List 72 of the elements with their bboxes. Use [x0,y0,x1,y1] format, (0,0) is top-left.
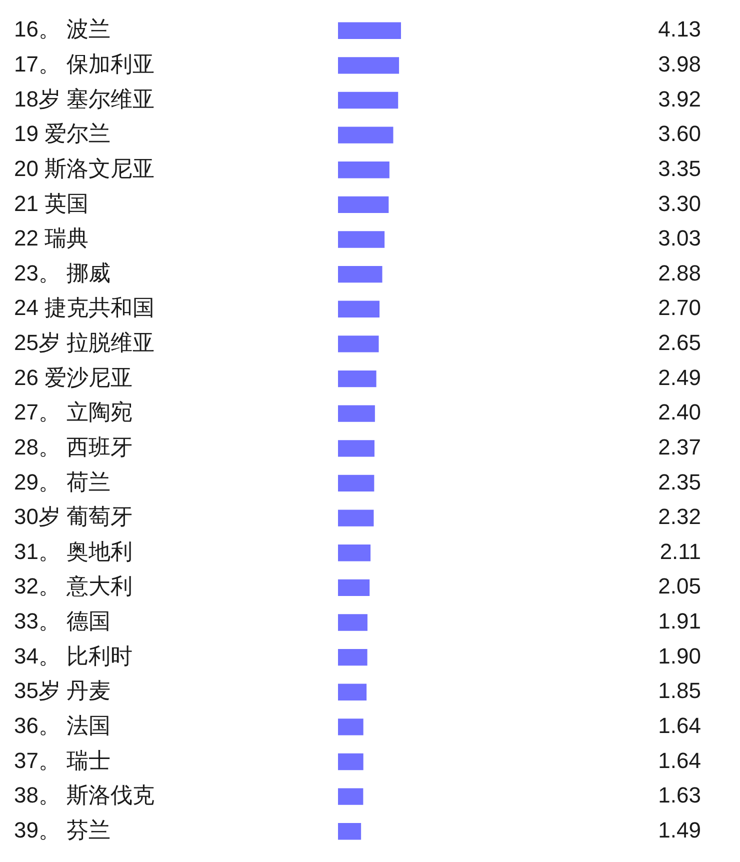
y-tick-label: 33。 德国 [14,608,111,634]
data-label: 1.63 [658,782,701,808]
y-tick-label: 32。 意大利 [14,574,133,599]
data-label: 2.40 [658,400,701,425]
data-label: 1.85 [658,678,701,704]
bar [338,684,367,700]
bar [338,474,374,492]
data-label: 1.49 [658,817,701,842]
bar [338,510,374,526]
bar [338,753,364,770]
y-tick-label: 23。 挪威 [14,260,111,286]
y-tick-label: 18岁 塞尔维亚 [14,86,155,112]
data-label: 2.11 [660,538,701,564]
bar [338,231,385,248]
y-tick-label: 35岁 丹麦 [14,678,111,704]
bar [338,126,394,144]
y-tick-label: 26 爱沙尼亚 [14,364,133,390]
bar [338,823,362,840]
bar [338,544,371,562]
bar [338,196,389,214]
y-tick-label: 17。 保加利亚 [14,51,155,76]
data-label: 1.64 [658,713,701,738]
data-label: 3.92 [658,86,701,112]
data-label: 1.90 [658,643,701,668]
bar [338,162,390,178]
data-label: 2.65 [658,330,701,356]
data-label: 3.60 [658,121,701,146]
y-tick-label: 37。 瑞士 [14,748,111,773]
y-tick-label: 31。 奥地利 [14,538,133,564]
y-tick-label: 16。 波兰 [14,16,111,42]
bar [338,718,364,736]
data-label: 2.35 [658,469,701,494]
bar [338,788,364,805]
data-label: 2.32 [658,504,701,530]
bar [338,440,374,457]
y-tick-label: 20 斯洛文尼亚 [14,156,155,181]
data-label: 2.70 [658,295,701,320]
data-label: 3.03 [658,226,701,251]
y-tick-label: 34。 比利时 [14,643,133,668]
bar [338,370,376,388]
y-tick-label: 28。 西班牙 [14,434,133,460]
data-label: 2.05 [658,574,701,599]
data-label: 1.91 [658,608,701,634]
bar [338,300,380,318]
data-label: 2.37 [658,434,701,460]
bar [338,648,368,666]
bar [338,22,401,39]
y-tick-label: 19 爱尔兰 [14,121,111,146]
bar [338,579,370,596]
data-label: 3.98 [658,51,701,76]
bar [338,57,400,74]
y-tick-label: 25岁 拉脱维亚 [14,330,155,356]
bar [338,92,398,109]
y-tick-label: 22 瑞典 [14,226,89,251]
y-tick-label: 27。 立陶宛 [14,400,133,425]
data-label: 4.13 [658,16,701,42]
bar [338,405,375,422]
data-label: 3.30 [658,190,701,216]
bar [338,614,368,631]
y-tick-label: 38。 斯洛伐克 [14,782,155,808]
y-tick-label: 36。 法国 [14,713,111,738]
bar [338,266,382,283]
y-tick-label: 21 英国 [14,190,89,216]
bar [338,336,379,352]
y-tick-label: 29。 荷兰 [14,469,111,494]
y-tick-label: 39。 芬兰 [14,817,111,842]
data-label: 1.64 [658,748,701,773]
y-tick-label: 30岁 葡萄牙 [14,504,133,530]
data-label: 2.49 [658,364,701,390]
data-label: 2.88 [658,260,701,286]
y-tick-label: 24 捷克共和国 [14,295,155,320]
data-label: 3.35 [658,156,701,181]
